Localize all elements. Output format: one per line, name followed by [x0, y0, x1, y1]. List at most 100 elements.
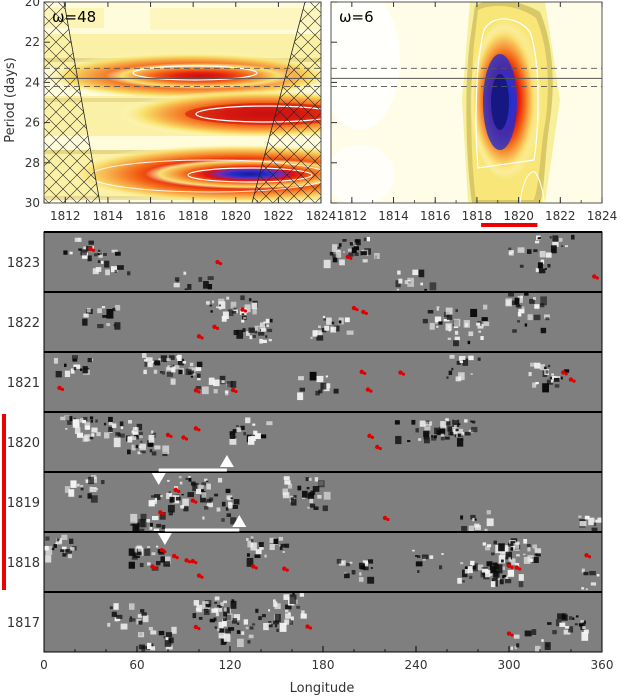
magnetic-patch — [130, 513, 138, 524]
magnetic-patch — [415, 561, 423, 567]
row-year-label: 1819 — [7, 496, 40, 511]
magnetic-patch — [140, 609, 145, 613]
magnetic-patch — [341, 561, 344, 565]
magnetic-patch — [218, 298, 225, 304]
magnetic-patch — [508, 247, 512, 252]
y-tick-label: 20 — [25, 0, 40, 9]
magnetic-patch — [114, 249, 118, 252]
magnetic-patch — [179, 481, 183, 485]
red-marker — [197, 390, 201, 394]
magnetic-patch — [448, 370, 453, 376]
x-axis-label: Longitude — [290, 681, 355, 696]
red-marker — [382, 515, 388, 521]
magnetic-patch — [309, 371, 317, 381]
magnetic-patch — [55, 542, 58, 546]
magnetic-patch — [460, 562, 464, 565]
magnetic-patch — [439, 426, 446, 435]
magnetic-patch — [113, 603, 119, 610]
red-marker — [172, 553, 177, 559]
magnetic-patch — [245, 311, 248, 314]
magnetic-patch — [228, 502, 233, 509]
magnetic-patch — [245, 626, 249, 630]
magnetic-patch — [45, 555, 52, 563]
magnetic-patch — [417, 438, 422, 441]
magnetic-patch — [235, 425, 239, 427]
magnetic-patch — [568, 626, 574, 633]
magnetic-patch — [333, 325, 340, 332]
magnetic-patch — [139, 528, 145, 533]
magnetic-patch — [424, 288, 428, 291]
magnetic-patch — [241, 319, 245, 323]
arrow-down-marker — [151, 473, 166, 485]
red-marker — [254, 566, 258, 570]
magnetic-patch — [477, 564, 484, 571]
magnetic-patch — [530, 362, 537, 367]
magnetic-patch — [269, 537, 277, 543]
longitude-tick-label: 0 — [40, 658, 48, 672]
magnetic-patch — [192, 373, 196, 376]
red-marker — [506, 563, 512, 569]
magnetic-patch — [158, 630, 165, 636]
magnetic-patch — [470, 560, 475, 567]
magnetic-patch — [111, 249, 115, 253]
magnetic-patch — [104, 432, 110, 439]
red-marker — [57, 385, 62, 391]
magnetic-patch — [136, 423, 143, 431]
magnetic-patch — [178, 476, 182, 479]
y-axis-label: Period (days) — [3, 57, 18, 143]
magnetic-patch — [417, 555, 421, 559]
magnetic-patch — [595, 519, 598, 523]
magnetic-patch — [499, 579, 504, 585]
magnetic-patch — [147, 361, 153, 368]
magnetic-patch — [171, 626, 177, 634]
magnetic-patch — [524, 323, 528, 327]
magnetic-patch — [169, 365, 173, 369]
magnetic-patch — [152, 432, 157, 438]
map-row-background — [44, 592, 602, 652]
magnetic-patch — [418, 269, 425, 278]
magnetic-patch — [575, 615, 579, 618]
magnetic-patch — [461, 525, 468, 531]
magnetic-patch — [428, 421, 433, 426]
magnetic-patch — [395, 280, 401, 288]
magnetic-patch — [307, 506, 310, 509]
magnetic-patch — [464, 419, 468, 423]
magnetic-patch — [549, 376, 553, 380]
magnetic-patch — [363, 237, 369, 242]
magnetic-patch — [226, 495, 233, 500]
red-marker — [378, 446, 382, 451]
magnetic-patch — [309, 503, 316, 508]
map-row-background — [44, 532, 602, 592]
magnetic-patch — [169, 496, 175, 503]
magnetic-patch — [366, 236, 370, 242]
red-marker — [375, 444, 380, 450]
magnetic-patch — [119, 421, 124, 427]
magnetic-patch — [250, 536, 254, 539]
magnetic-patch — [206, 499, 212, 505]
magnetic-patch — [177, 358, 184, 366]
magnetic-patch — [266, 421, 273, 426]
magnetic-patch — [130, 521, 135, 526]
magnetic-patch — [351, 569, 356, 575]
magnetic-patch — [547, 622, 552, 625]
magnetic-patch — [539, 364, 545, 370]
magnetic-patch — [216, 306, 219, 309]
magnetic-patch — [285, 613, 291, 619]
magnetic-patch — [230, 497, 233, 499]
magnetic-patch — [581, 587, 585, 590]
left-x-tick-label: 1824 — [306, 209, 337, 223]
magnetic-patch — [459, 360, 464, 363]
longitude-tick-label: 300 — [498, 658, 521, 672]
magnetic-patch — [206, 480, 209, 482]
magnetic-patch — [552, 630, 557, 635]
magnetic-patch — [242, 328, 246, 332]
magnetic-patch — [323, 491, 331, 500]
magnetic-patch — [97, 249, 101, 253]
magnetic-patch — [155, 545, 159, 548]
magnetic-patch — [268, 622, 272, 625]
magnetic-patch — [312, 330, 318, 337]
magnetic-patch — [241, 313, 245, 315]
magnetic-patch — [200, 495, 206, 503]
map-row-background — [44, 412, 602, 472]
magnetic-patch — [513, 634, 520, 639]
